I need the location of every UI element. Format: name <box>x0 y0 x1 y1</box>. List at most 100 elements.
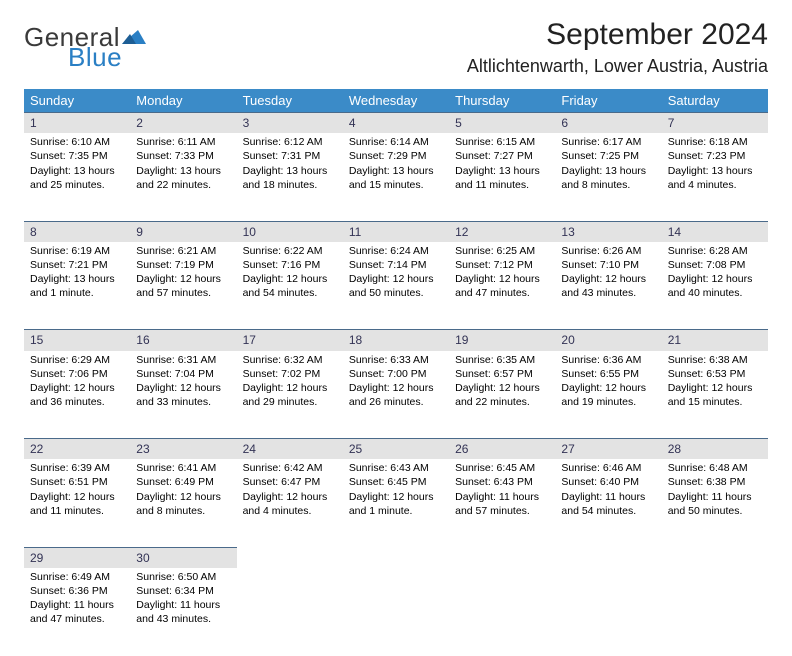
daylight-text: Daylight: 12 hours and 8 minutes. <box>136 490 230 518</box>
sunset-text: Sunset: 6:57 PM <box>455 367 549 381</box>
sunrise-text: Sunrise: 6:43 AM <box>349 461 443 475</box>
day-number: 3 <box>237 113 343 134</box>
sunrise-text: Sunrise: 6:31 AM <box>136 353 230 367</box>
calendar-table: Sunday Monday Tuesday Wednesday Thursday… <box>24 89 768 656</box>
day-number: 6 <box>555 113 661 134</box>
day-number: 9 <box>130 221 236 242</box>
day-number <box>662 547 768 568</box>
day-number: 11 <box>343 221 449 242</box>
weekday-header: Friday <box>555 89 661 113</box>
day-number <box>343 547 449 568</box>
sunrise-text: Sunrise: 6:32 AM <box>243 353 337 367</box>
sunrise-text: Sunrise: 6:35 AM <box>455 353 549 367</box>
weekday-header: Wednesday <box>343 89 449 113</box>
daylight-text: Daylight: 12 hours and 40 minutes. <box>668 272 762 300</box>
sunrise-text: Sunrise: 6:22 AM <box>243 244 337 258</box>
sunset-text: Sunset: 7:02 PM <box>243 367 337 381</box>
day-cell: Sunrise: 6:15 AMSunset: 7:27 PMDaylight:… <box>449 133 555 221</box>
daylight-text: Daylight: 13 hours and 15 minutes. <box>349 164 443 192</box>
daylight-text: Daylight: 11 hours and 43 minutes. <box>136 598 230 626</box>
sunset-text: Sunset: 7:06 PM <box>30 367 124 381</box>
day-cell: Sunrise: 6:35 AMSunset: 6:57 PMDaylight:… <box>449 351 555 439</box>
sunset-text: Sunset: 6:47 PM <box>243 475 337 489</box>
daylight-text: Daylight: 13 hours and 11 minutes. <box>455 164 549 192</box>
day-number: 7 <box>662 113 768 134</box>
day-cell: Sunrise: 6:29 AMSunset: 7:06 PMDaylight:… <box>24 351 130 439</box>
title-block: September 2024 Altlichtenwarth, Lower Au… <box>467 18 768 77</box>
day-cell: Sunrise: 6:42 AMSunset: 6:47 PMDaylight:… <box>237 459 343 547</box>
day-cell: Sunrise: 6:21 AMSunset: 7:19 PMDaylight:… <box>130 242 236 330</box>
sunset-text: Sunset: 6:53 PM <box>668 367 762 381</box>
weekday-header: Sunday <box>24 89 130 113</box>
day-content-row: Sunrise: 6:29 AMSunset: 7:06 PMDaylight:… <box>24 351 768 439</box>
weekday-header: Saturday <box>662 89 768 113</box>
day-number-row: 15161718192021 <box>24 330 768 351</box>
day-cell: Sunrise: 6:46 AMSunset: 6:40 PMDaylight:… <box>555 459 661 547</box>
day-number: 25 <box>343 439 449 460</box>
day-content-row: Sunrise: 6:10 AMSunset: 7:35 PMDaylight:… <box>24 133 768 221</box>
day-cell: Sunrise: 6:14 AMSunset: 7:29 PMDaylight:… <box>343 133 449 221</box>
day-number: 14 <box>662 221 768 242</box>
sunrise-text: Sunrise: 6:25 AM <box>455 244 549 258</box>
sunset-text: Sunset: 7:08 PM <box>668 258 762 272</box>
daylight-text: Daylight: 12 hours and 47 minutes. <box>455 272 549 300</box>
day-number: 13 <box>555 221 661 242</box>
day-number: 10 <box>237 221 343 242</box>
day-cell: Sunrise: 6:32 AMSunset: 7:02 PMDaylight:… <box>237 351 343 439</box>
daylight-text: Daylight: 11 hours and 47 minutes. <box>30 598 124 626</box>
sunrise-text: Sunrise: 6:19 AM <box>30 244 124 258</box>
daylight-text: Daylight: 12 hours and 50 minutes. <box>349 272 443 300</box>
daylight-text: Daylight: 12 hours and 22 minutes. <box>455 381 549 409</box>
day-cell: Sunrise: 6:19 AMSunset: 7:21 PMDaylight:… <box>24 242 130 330</box>
day-cell: Sunrise: 6:10 AMSunset: 7:35 PMDaylight:… <box>24 133 130 221</box>
sunrise-text: Sunrise: 6:18 AM <box>668 135 762 149</box>
daylight-text: Daylight: 11 hours and 57 minutes. <box>455 490 549 518</box>
day-number <box>237 547 343 568</box>
day-cell: Sunrise: 6:12 AMSunset: 7:31 PMDaylight:… <box>237 133 343 221</box>
day-number: 17 <box>237 330 343 351</box>
day-number-row: 22232425262728 <box>24 439 768 460</box>
sunrise-text: Sunrise: 6:45 AM <box>455 461 549 475</box>
daylight-text: Daylight: 13 hours and 18 minutes. <box>243 164 337 192</box>
daylight-text: Daylight: 13 hours and 25 minutes. <box>30 164 124 192</box>
sunrise-text: Sunrise: 6:42 AM <box>243 461 337 475</box>
sunset-text: Sunset: 6:34 PM <box>136 584 230 598</box>
daylight-text: Daylight: 12 hours and 15 minutes. <box>668 381 762 409</box>
header: General Blue September 2024 Altlichtenwa… <box>24 18 768 77</box>
daylight-text: Daylight: 12 hours and 29 minutes. <box>243 381 337 409</box>
sunrise-text: Sunrise: 6:21 AM <box>136 244 230 258</box>
day-number <box>449 547 555 568</box>
sunset-text: Sunset: 7:14 PM <box>349 258 443 272</box>
sunset-text: Sunset: 6:45 PM <box>349 475 443 489</box>
weekday-header: Monday <box>130 89 236 113</box>
day-number: 22 <box>24 439 130 460</box>
sunset-text: Sunset: 7:21 PM <box>30 258 124 272</box>
day-cell: Sunrise: 6:28 AMSunset: 7:08 PMDaylight:… <box>662 242 768 330</box>
sunset-text: Sunset: 6:43 PM <box>455 475 549 489</box>
sunrise-text: Sunrise: 6:14 AM <box>349 135 443 149</box>
sunset-text: Sunset: 7:33 PM <box>136 149 230 163</box>
sunrise-text: Sunrise: 6:26 AM <box>561 244 655 258</box>
logo-text-blue: Blue <box>68 44 146 70</box>
daylight-text: Daylight: 12 hours and 43 minutes. <box>561 272 655 300</box>
day-cell: Sunrise: 6:26 AMSunset: 7:10 PMDaylight:… <box>555 242 661 330</box>
sunrise-text: Sunrise: 6:11 AM <box>136 135 230 149</box>
weekday-header: Thursday <box>449 89 555 113</box>
day-number: 21 <box>662 330 768 351</box>
day-number: 1 <box>24 113 130 134</box>
sunset-text: Sunset: 7:29 PM <box>349 149 443 163</box>
day-number: 27 <box>555 439 661 460</box>
day-number: 15 <box>24 330 130 351</box>
day-number: 28 <box>662 439 768 460</box>
daylight-text: Daylight: 12 hours and 57 minutes. <box>136 272 230 300</box>
daylight-text: Daylight: 12 hours and 36 minutes. <box>30 381 124 409</box>
day-number: 18 <box>343 330 449 351</box>
daylight-text: Daylight: 12 hours and 4 minutes. <box>243 490 337 518</box>
sunrise-text: Sunrise: 6:33 AM <box>349 353 443 367</box>
day-cell: Sunrise: 6:24 AMSunset: 7:14 PMDaylight:… <box>343 242 449 330</box>
sunrise-text: Sunrise: 6:38 AM <box>668 353 762 367</box>
logo: General Blue <box>24 18 146 70</box>
sunset-text: Sunset: 7:23 PM <box>668 149 762 163</box>
sunrise-text: Sunrise: 6:39 AM <box>30 461 124 475</box>
daylight-text: Daylight: 11 hours and 54 minutes. <box>561 490 655 518</box>
